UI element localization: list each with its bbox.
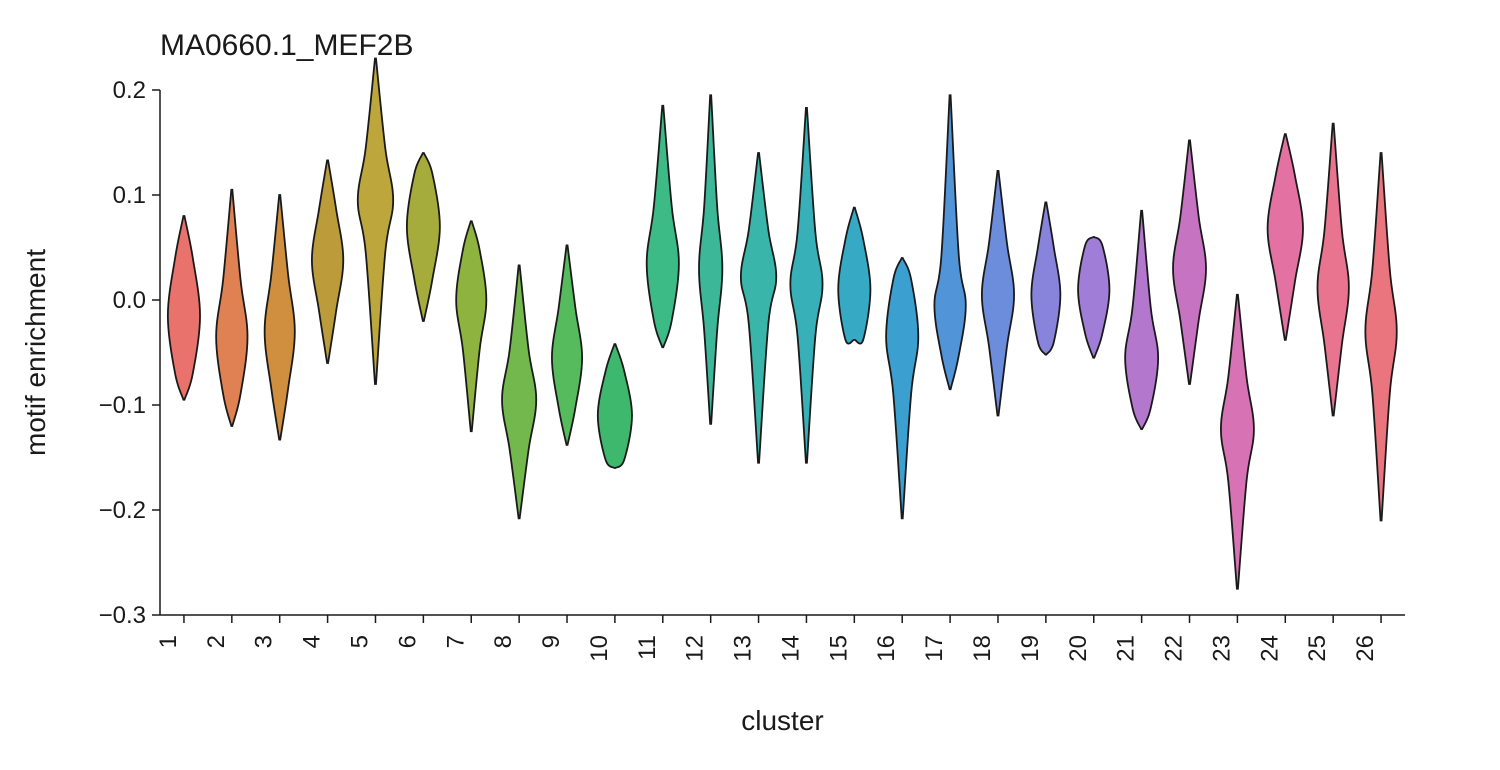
y-tick-label: −0.2 bbox=[99, 497, 146, 524]
x-axis-label: cluster bbox=[741, 705, 823, 736]
violin-2 bbox=[216, 190, 247, 426]
x-tick-label: 8 bbox=[490, 635, 517, 648]
x-tick-label: 2 bbox=[203, 635, 230, 648]
violin-22 bbox=[1173, 140, 1206, 384]
violin-12 bbox=[699, 95, 722, 424]
x-tick-label: 1 bbox=[155, 635, 182, 648]
violin-21 bbox=[1125, 211, 1158, 429]
violin-26 bbox=[1365, 153, 1396, 521]
violin-18 bbox=[982, 171, 1014, 416]
violin-23 bbox=[1221, 295, 1254, 589]
violin-1 bbox=[168, 216, 200, 400]
violin-4 bbox=[312, 160, 343, 363]
x-tick-label: 25 bbox=[1304, 635, 1331, 662]
x-tick-label: 3 bbox=[251, 635, 278, 648]
violin-6 bbox=[407, 153, 440, 321]
violin-14 bbox=[790, 108, 822, 463]
violin-3 bbox=[265, 195, 295, 440]
violin-9 bbox=[552, 245, 582, 445]
violins bbox=[168, 59, 1397, 589]
x-tick-label: 21 bbox=[1113, 635, 1140, 662]
x-tick-label: 11 bbox=[634, 635, 661, 660]
violin-15 bbox=[838, 208, 870, 344]
violin-11 bbox=[647, 106, 679, 348]
violin-20 bbox=[1078, 237, 1109, 358]
x-tick-label: 12 bbox=[682, 635, 709, 662]
x-tick-label: 24 bbox=[1256, 635, 1283, 662]
x-tick-label: 19 bbox=[1017, 635, 1044, 662]
y-tick-label: 0.2 bbox=[113, 77, 146, 104]
violin-25 bbox=[1317, 124, 1348, 416]
violin-13 bbox=[741, 153, 776, 463]
violin-5 bbox=[358, 59, 393, 385]
x-tick-label: 4 bbox=[299, 635, 326, 648]
violin-16 bbox=[886, 258, 918, 518]
violin-8 bbox=[502, 265, 536, 518]
x-tick-label: 16 bbox=[873, 635, 900, 662]
violin-7 bbox=[456, 221, 486, 431]
violin-17 bbox=[934, 95, 965, 389]
violin-24 bbox=[1268, 134, 1303, 340]
x-tick-label: 14 bbox=[777, 635, 804, 662]
x-tick-label: 5 bbox=[346, 635, 373, 648]
x-tick-label: 15 bbox=[825, 635, 852, 662]
x-tick-label: 22 bbox=[1161, 635, 1188, 662]
x-tick-label: 9 bbox=[538, 635, 565, 648]
chart-title: MA0660.1_MEF2B bbox=[160, 29, 413, 62]
x-tick-label: 20 bbox=[1065, 635, 1092, 662]
y-tick-label: 0.1 bbox=[113, 182, 146, 209]
y-tick-label: 0.0 bbox=[113, 287, 146, 314]
x-tick-label: 18 bbox=[969, 635, 996, 662]
y-tick-label: −0.3 bbox=[99, 602, 146, 629]
x-tick-label: 7 bbox=[442, 635, 469, 648]
x-tick-label: 6 bbox=[394, 635, 421, 648]
violin-19 bbox=[1031, 202, 1060, 354]
x-tick-label: 26 bbox=[1352, 635, 1379, 662]
violin-10 bbox=[598, 344, 632, 468]
chart-svg: MA0660.1_MEF2Bmotif enrichment cluster −0.… bbox=[0, 0, 1500, 770]
y-axis-label: motif enrichment bbox=[20, 249, 51, 456]
x-tick-label: 13 bbox=[730, 635, 757, 662]
x-tick-label: 23 bbox=[1208, 635, 1235, 662]
x-tick-label: 17 bbox=[921, 635, 948, 662]
violin-chart: MA0660.1_MEF2Bmotif enrichment cluster −0.… bbox=[0, 0, 1500, 770]
x-tick-label: 10 bbox=[586, 635, 613, 662]
y-tick-label: −0.1 bbox=[99, 392, 146, 419]
